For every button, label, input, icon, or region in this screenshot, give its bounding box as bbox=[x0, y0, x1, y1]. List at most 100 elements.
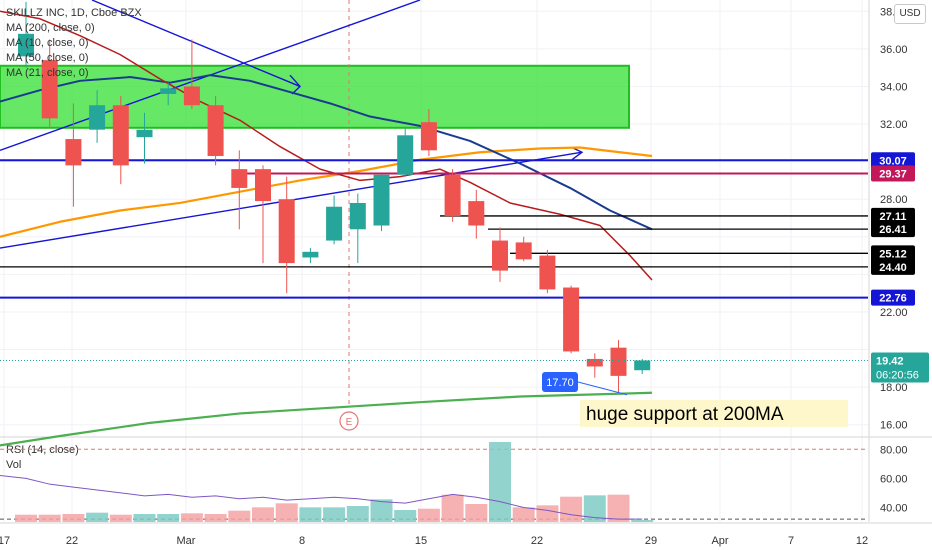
volume-bar bbox=[252, 507, 274, 522]
volume-bar bbox=[157, 514, 180, 522]
x-tick-label: Apr bbox=[711, 535, 728, 547]
candle bbox=[610, 340, 627, 393]
candle bbox=[41, 39, 58, 128]
candle bbox=[255, 165, 271, 264]
volume-bar bbox=[512, 507, 535, 522]
x-tick-label: 22 bbox=[531, 535, 543, 547]
level-label: 22.76 bbox=[879, 293, 907, 305]
candle bbox=[397, 127, 414, 177]
x-tick-label: 22 bbox=[66, 535, 78, 547]
level-tag-27-11 bbox=[871, 207, 915, 224]
volume-bar bbox=[370, 499, 393, 522]
candle-body bbox=[420, 122, 437, 151]
candle-body bbox=[468, 201, 485, 226]
volume-bar bbox=[417, 508, 440, 522]
candle bbox=[539, 249, 556, 294]
volume-bar bbox=[583, 495, 606, 522]
rsi-legend: RSI (14, close) bbox=[6, 444, 79, 456]
candle bbox=[586, 353, 603, 378]
rsi-tick-label: 40.00 bbox=[880, 502, 908, 514]
annotation-text: huge support at 200MA bbox=[586, 404, 784, 425]
level-label: 30.07 bbox=[879, 155, 907, 167]
earnings-marker-label: E bbox=[346, 417, 353, 428]
candle bbox=[136, 112, 153, 164]
candle bbox=[349, 193, 366, 264]
volume-bar bbox=[465, 504, 488, 522]
legend-ma10: MA (10, close, 0) bbox=[6, 37, 89, 49]
volume-bar bbox=[631, 520, 654, 522]
last-price-label: 19.42 bbox=[876, 355, 904, 367]
level-label: 29.37 bbox=[879, 168, 907, 180]
x-tick-label: 17 bbox=[0, 535, 10, 547]
x-tick-label: 8 bbox=[299, 535, 305, 547]
price-tick-label: 16.00 bbox=[880, 420, 908, 432]
low-marker-box bbox=[542, 372, 578, 392]
candle bbox=[231, 150, 248, 230]
candle bbox=[563, 285, 580, 354]
rsi-line bbox=[0, 474, 643, 520]
ma21-line bbox=[0, 74, 653, 231]
rsi-tick-label: 60.00 bbox=[880, 473, 908, 485]
volume-bar bbox=[228, 510, 251, 522]
candle-body bbox=[515, 242, 532, 260]
price-tick-label: 18.00 bbox=[880, 382, 908, 394]
candle-body bbox=[112, 105, 129, 166]
annotation-box bbox=[580, 400, 848, 427]
candle bbox=[18, 1, 34, 68]
level-label: 26.41 bbox=[879, 224, 907, 236]
volume-legend: Vol bbox=[6, 459, 21, 471]
candle-body bbox=[278, 199, 295, 264]
candle-body bbox=[586, 358, 603, 367]
x-tick-label: Mar bbox=[177, 535, 196, 547]
candle-body bbox=[373, 174, 390, 226]
candle bbox=[89, 90, 106, 143]
volume-bar bbox=[299, 507, 322, 522]
level-tag-29-37 bbox=[871, 165, 915, 182]
candle bbox=[444, 169, 461, 222]
volume-bar bbox=[38, 514, 61, 522]
currency-badge[interactable]: USD bbox=[894, 4, 926, 24]
candle bbox=[160, 82, 177, 106]
candle-body bbox=[492, 240, 508, 271]
legend-ma200: MA (200, close, 0) bbox=[6, 22, 95, 34]
candle bbox=[420, 109, 437, 156]
candle-body bbox=[183, 86, 200, 106]
level-tag-26-41 bbox=[871, 221, 915, 238]
candle-body bbox=[41, 60, 58, 119]
candle-body bbox=[539, 255, 556, 290]
volume-bar bbox=[180, 513, 203, 522]
candle bbox=[492, 227, 508, 282]
candle bbox=[468, 189, 485, 239]
candle-body bbox=[207, 105, 224, 156]
volume-bar bbox=[346, 506, 369, 522]
candle-body bbox=[302, 251, 319, 258]
level-tag-24-40 bbox=[871, 258, 915, 275]
low-marker-pointer bbox=[577, 381, 628, 396]
low-marker-label: 17.70 bbox=[546, 377, 574, 389]
candle-body bbox=[326, 206, 343, 241]
x-tick-label: 29 bbox=[645, 535, 657, 547]
arrowhead-down bbox=[289, 74, 301, 95]
price-tick-label: 36.00 bbox=[880, 44, 908, 56]
candle-body bbox=[610, 347, 627, 376]
legend-ma21: MA (21, close, 0) bbox=[6, 67, 89, 79]
candle-body bbox=[563, 287, 580, 352]
x-tick-label: 15 bbox=[415, 535, 427, 547]
volume-bar bbox=[275, 503, 298, 522]
chart-title: SKILLZ INC, 1D, Cboe BZX bbox=[6, 7, 142, 19]
ma200-line bbox=[0, 391, 653, 447]
volume-bar bbox=[62, 514, 85, 522]
candle bbox=[515, 236, 532, 262]
price-tick-label: 34.00 bbox=[880, 81, 908, 93]
last-price-tag bbox=[871, 352, 929, 383]
candle-body bbox=[18, 33, 34, 57]
candle bbox=[634, 358, 651, 374]
level-label: 27.11 bbox=[880, 211, 907, 223]
candle-body bbox=[89, 105, 106, 130]
candle-body bbox=[136, 129, 153, 138]
volume-bar bbox=[560, 496, 583, 522]
volume-bar bbox=[133, 514, 156, 522]
candle bbox=[207, 95, 224, 166]
level-label: 24.40 bbox=[879, 262, 907, 274]
